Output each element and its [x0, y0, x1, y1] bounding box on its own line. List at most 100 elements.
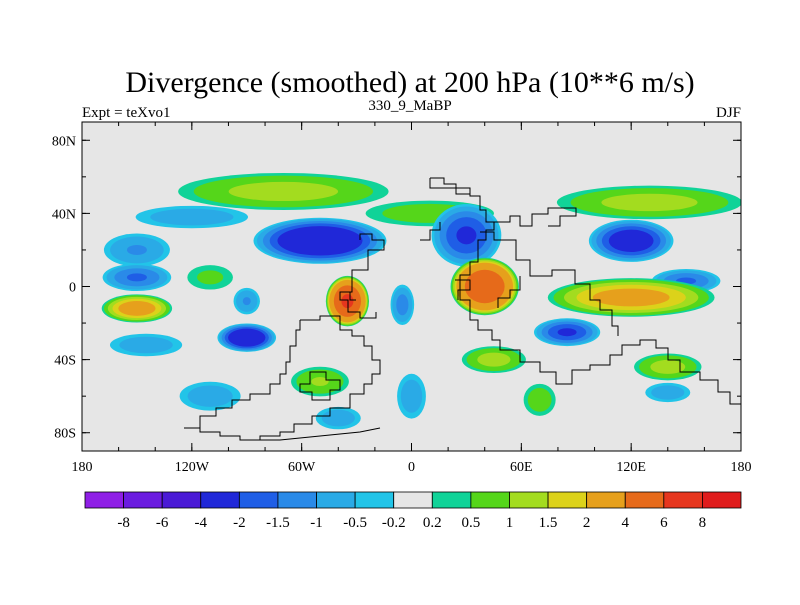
contour-fill: [592, 288, 670, 307]
season-label: DJF: [716, 105, 741, 121]
colorbar-swatch: [354, 491, 395, 509]
contour-feature: [135, 205, 249, 229]
contour-fill: [464, 269, 505, 304]
contour-feature: [645, 382, 691, 403]
colorbar-label: -6: [156, 515, 169, 531]
contour-fill: [126, 244, 147, 255]
contour-fill: [197, 270, 224, 285]
contour-fill: [400, 379, 423, 413]
x-tick-label: 60E: [510, 460, 533, 475]
colorbar-swatch: [470, 491, 510, 509]
contour-fill: [557, 328, 577, 337]
contour-feature: [556, 185, 741, 220]
colorbar-swatch: [509, 491, 549, 509]
contour-feature: [325, 275, 370, 327]
colorbar-label: 4: [621, 515, 629, 531]
y-axis: 80N 40N 0 40S 80S: [52, 134, 741, 442]
contour-feature: [109, 333, 183, 357]
contour-feature: [253, 217, 387, 264]
y-tick-label: 40S: [54, 354, 76, 369]
run-label: 330_9_MaBP: [368, 98, 451, 114]
x-tick-label: 120E: [616, 460, 646, 475]
x-axis: 180 120W 60W 0 60E 120E 180: [72, 122, 752, 475]
contour-fill: [126, 273, 147, 282]
x-tick-label: 180: [731, 460, 752, 475]
contour-feature: [315, 406, 361, 430]
contour-feature: [101, 294, 173, 323]
y-tick-label: 80S: [54, 427, 76, 442]
coastline-outline: [184, 177, 741, 441]
contour-feature: [178, 172, 389, 210]
colorbar-swatch: [316, 491, 356, 509]
colorbar-label: 0.5: [462, 515, 481, 531]
colorbar-swatch: [702, 491, 742, 509]
contour-feature: [523, 383, 556, 416]
contour-feature: [179, 381, 241, 411]
contour-feature: [217, 323, 277, 352]
contour-fill: [601, 193, 698, 212]
contour-feature: [397, 373, 426, 419]
colorbar-swatch: [431, 491, 472, 509]
contour-feature: [233, 287, 260, 315]
colorbar-swatch: [393, 491, 433, 509]
contour-fill: [228, 181, 339, 202]
contour-fill: [341, 294, 354, 309]
y-tick-label: 80N: [52, 134, 76, 149]
contour-feature: [291, 366, 349, 397]
colorbar-swatch: [277, 491, 317, 509]
contour-feature: [450, 257, 519, 316]
contour-fill: [118, 301, 156, 316]
contour-fill: [228, 328, 266, 347]
contour-feature: [103, 233, 170, 267]
x-tick-label: 180: [72, 460, 93, 475]
x-tick-label: 120W: [175, 460, 210, 475]
colorbar-label: 8: [699, 515, 707, 531]
colorbar-label: -0.5: [343, 515, 367, 531]
contour-feature: [634, 353, 702, 381]
colorbar-swatch: [238, 491, 279, 509]
colorbar-label: -1.5: [266, 515, 290, 531]
x-tick-label: 60W: [288, 460, 316, 475]
contour-fill: [150, 208, 234, 226]
contour-fill: [651, 385, 685, 400]
contour-fills: [101, 172, 741, 430]
contour-feature: [588, 219, 674, 262]
contour-fill: [187, 385, 233, 407]
colorbar-swatch: [586, 491, 626, 509]
colorbar-label: -2: [233, 515, 246, 531]
contour-fill: [456, 226, 477, 245]
contour-fill: [650, 359, 686, 374]
y-tick-label: 0: [69, 281, 76, 296]
contour-feature: [390, 284, 415, 325]
colorbar-swatch: [123, 491, 163, 509]
colorbar-label: 2: [583, 515, 591, 531]
y-tick-label: 40N: [52, 207, 76, 222]
contour-fill: [608, 229, 654, 253]
colorbar-swatch: [200, 491, 240, 509]
experiment-label: Expt = teXvo1: [82, 105, 170, 121]
contour-fill: [477, 352, 511, 367]
map-area: [82, 122, 741, 451]
colorbar-label: 6: [660, 515, 668, 531]
colorbar-label: 1: [506, 515, 514, 531]
contour-fill: [321, 409, 355, 427]
colorbar-label: -1: [310, 515, 323, 531]
contour-feature: [431, 204, 502, 267]
colorbar-swatch: [84, 491, 124, 509]
contour-fill: [527, 387, 552, 412]
contour-feature: [547, 278, 715, 317]
colorbar-label: 1.5: [539, 515, 558, 531]
contour-feature: [187, 265, 233, 290]
colorbar-swatch: [663, 491, 703, 509]
colorbar-label: -4: [195, 515, 208, 531]
chart-title: Divergence (smoothed) at 200 hPa (10**6 …: [125, 66, 694, 99]
contour-fill: [396, 294, 409, 316]
colorbar-swatch: [547, 491, 588, 509]
colorbar: -8 -6 -4 -2 -1.5 -1 -0.5 -0.2 0.2 0.5 1 1.5 2 4 6 8: [84, 491, 742, 531]
contour-fill: [311, 377, 329, 387]
colorbar-swatch: [624, 491, 665, 509]
colorbar-swatch: [161, 491, 202, 509]
contour-feature: [461, 346, 526, 374]
